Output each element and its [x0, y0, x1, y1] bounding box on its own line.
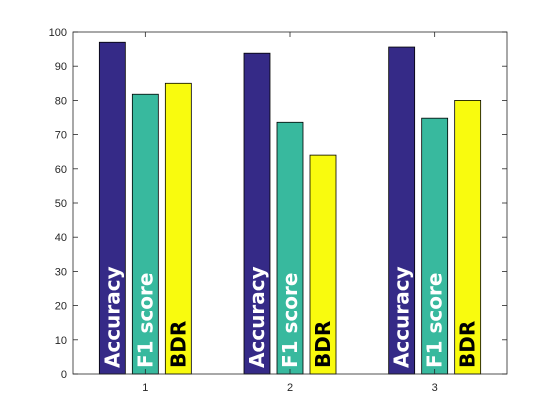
bar-label-f1-score-1: F1 score [133, 273, 157, 368]
x-tick-label: 3 [432, 382, 438, 394]
y-tick-label: 10 [55, 335, 67, 347]
y-tick-label: 50 [55, 198, 67, 210]
bars-layer [98, 41, 482, 375]
bar-label-accuracy-3: Accuracy [390, 266, 414, 368]
bar-label-f1-score-2: F1 score [278, 273, 302, 368]
y-tick-label: 0 [61, 369, 67, 381]
bar-accuracy-3 [388, 46, 416, 375]
bar-label-f1-score-3: F1 score [423, 273, 447, 368]
y-tick-label: 20 [55, 301, 67, 313]
y-tick-label: 80 [55, 95, 67, 107]
bar-bdr-1 [164, 82, 192, 375]
bar-accuracy-1 [98, 41, 126, 375]
bar-label-accuracy-2: Accuracy [245, 266, 269, 368]
bar-label-bdr-3: BDR [456, 321, 480, 368]
bar-bdr-3 [454, 100, 482, 375]
y-tick-label: 40 [55, 232, 67, 244]
bar-label-bdr-1: BDR [166, 321, 190, 368]
y-tick-label: 90 [55, 61, 67, 73]
axes-layer: 0 10 20 30 40 50 60 70 80 90 100 1 2 3 [49, 27, 508, 394]
x-tick-label: 2 [287, 382, 293, 394]
bar-label-accuracy-1: Accuracy [100, 266, 124, 368]
x-tick-label: 1 [142, 382, 148, 394]
bar-labels-layer: Accuracy F1 score BDR Accuracy F1 score BDR Ac… [100, 266, 479, 368]
bar-f1-score-1 [131, 93, 159, 375]
y-tick-label: 30 [55, 266, 67, 278]
y-tick-label: 100 [49, 27, 67, 39]
y-tick-label: 60 [55, 164, 67, 176]
y-tick-label: 70 [55, 130, 67, 142]
bar-f1-score-3 [421, 117, 449, 375]
bar-label-bdr-2: BDR [311, 321, 335, 368]
